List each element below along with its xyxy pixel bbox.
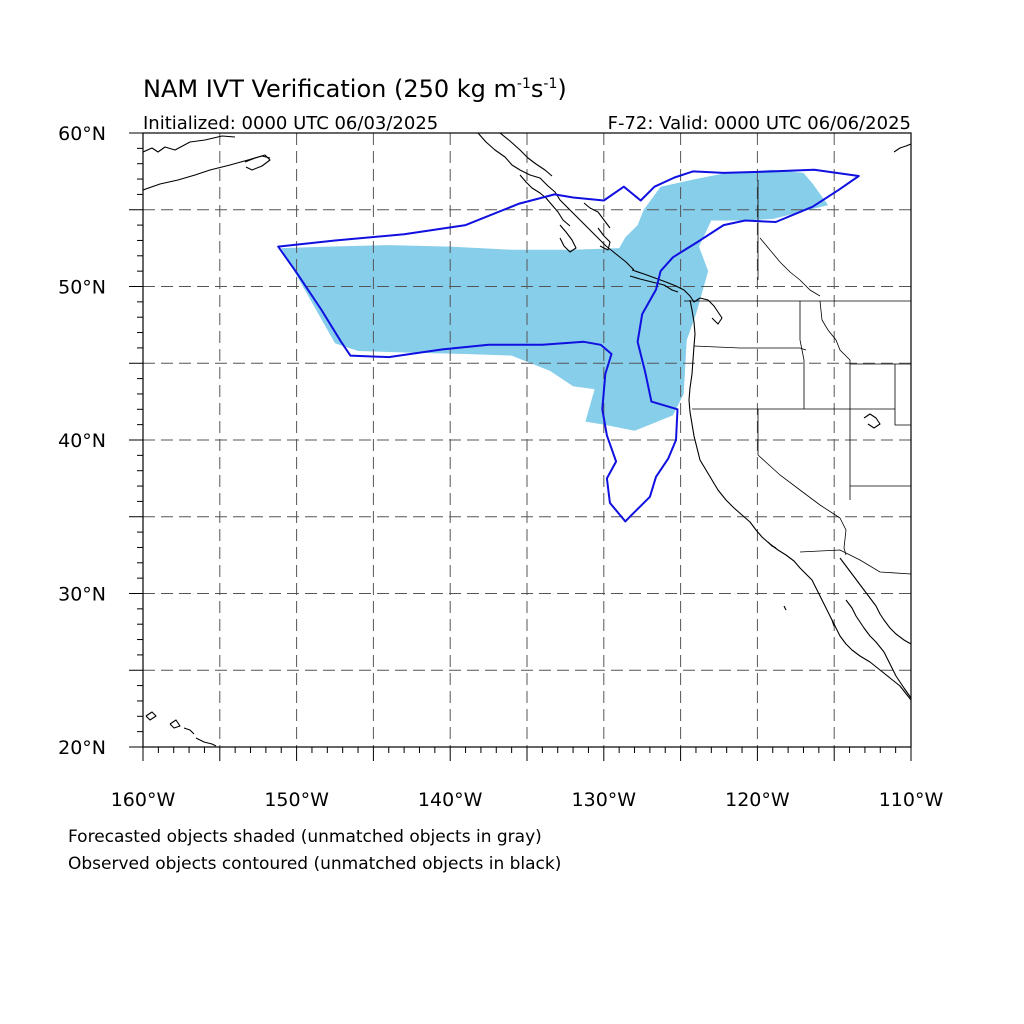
latitude-labels: 20°N 30°N 40°N 50°N 60°N (58, 123, 106, 759)
graticule (143, 133, 911, 747)
plot-area (143, 133, 911, 747)
coastlines (143, 133, 911, 747)
caption-observed: Observed objects contoured (unmatched ob… (68, 854, 561, 874)
latitude-tick-label: 30°N (58, 584, 106, 606)
longitude-tick-label: 160°W (111, 789, 176, 811)
political-borders (684, 180, 911, 575)
forecast-object (281, 169, 829, 431)
axis-ticks (129, 132, 912, 761)
valid-label: F-72: Valid: 0000 UTC 06/06/2025 (608, 113, 911, 134)
longitude-tick-label: 120°W (725, 789, 790, 811)
latitude-tick-label: 60°N (58, 123, 106, 145)
longitude-tick-label: 130°W (572, 789, 637, 811)
latitude-tick-label: 50°N (58, 277, 106, 299)
latitude-tick-label: 40°N (58, 430, 106, 452)
longitude-labels: 160°W 150°W 140°W 130°W 120°W 110°W (111, 789, 944, 811)
plot-title: NAM IVT Verification (250 kg m-1s-1) (143, 75, 567, 103)
initialized-label: Initialized: 0000 UTC 06/03/2025 (143, 113, 438, 134)
longitude-tick-label: 150°W (264, 789, 329, 811)
latitude-tick-label: 20°N (58, 737, 106, 759)
observed-object-contour (277, 168, 860, 523)
longitude-tick-label: 110°W (879, 789, 944, 811)
caption-forecast: Forecasted objects shaded (unmatched obj… (68, 827, 542, 847)
longitude-tick-label: 140°W (418, 789, 483, 811)
